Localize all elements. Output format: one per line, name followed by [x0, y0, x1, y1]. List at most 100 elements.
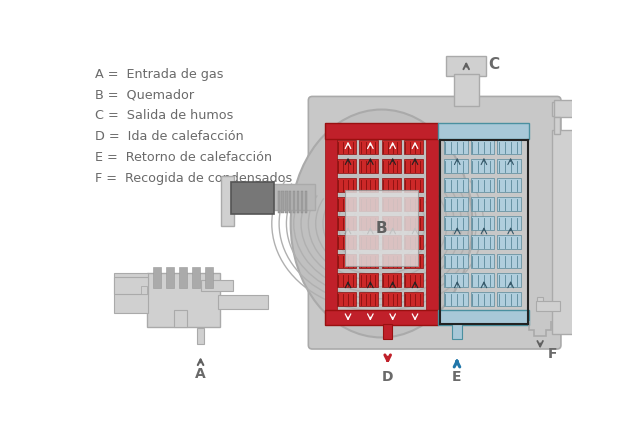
- Bar: [537, 297, 543, 310]
- Text: B =  Quemador: B = Quemador: [95, 88, 194, 102]
- Bar: [337, 140, 356, 154]
- Bar: [337, 178, 356, 192]
- Bar: [497, 254, 521, 268]
- Bar: [471, 273, 494, 287]
- Bar: [382, 254, 401, 268]
- Bar: [337, 216, 356, 230]
- Bar: [179, 267, 187, 288]
- Bar: [147, 273, 220, 327]
- Bar: [404, 216, 423, 230]
- Bar: [404, 292, 423, 306]
- Bar: [497, 178, 521, 192]
- Bar: [337, 273, 356, 287]
- Bar: [382, 273, 401, 287]
- Bar: [174, 310, 187, 327]
- Text: F =  Recogida de condensados: F = Recogida de condensados: [95, 172, 292, 184]
- Bar: [497, 292, 521, 306]
- Bar: [552, 102, 569, 116]
- Bar: [359, 178, 378, 192]
- Bar: [471, 140, 494, 154]
- Bar: [359, 292, 378, 306]
- Bar: [218, 295, 268, 309]
- Polygon shape: [552, 130, 586, 334]
- Bar: [289, 191, 292, 213]
- Bar: [452, 324, 462, 339]
- Bar: [285, 191, 287, 213]
- Bar: [471, 254, 494, 268]
- Bar: [497, 235, 521, 249]
- Bar: [359, 235, 378, 249]
- Bar: [337, 159, 356, 173]
- Bar: [301, 191, 303, 213]
- Bar: [444, 273, 468, 287]
- Bar: [497, 216, 521, 230]
- Bar: [426, 124, 438, 325]
- Bar: [438, 124, 529, 139]
- Bar: [297, 191, 299, 213]
- Bar: [438, 310, 529, 325]
- Ellipse shape: [290, 110, 473, 337]
- Text: A: A: [195, 367, 206, 381]
- Bar: [471, 178, 494, 192]
- Bar: [359, 140, 378, 154]
- Bar: [166, 267, 174, 288]
- Bar: [497, 273, 521, 287]
- Bar: [382, 198, 401, 211]
- Bar: [282, 191, 283, 213]
- Bar: [382, 216, 401, 230]
- Bar: [359, 198, 378, 211]
- Bar: [471, 235, 494, 249]
- Bar: [153, 267, 161, 288]
- Bar: [359, 159, 378, 173]
- Text: D =  Ida de calefacción: D = Ida de calefacción: [95, 130, 244, 143]
- Bar: [444, 292, 468, 306]
- Text: E: E: [452, 370, 462, 384]
- Bar: [337, 235, 356, 249]
- Bar: [205, 267, 213, 288]
- Text: E =  Retorno de calefacción: E = Retorno de calefacción: [95, 151, 272, 164]
- Bar: [382, 178, 401, 192]
- Bar: [404, 140, 423, 154]
- Bar: [554, 100, 588, 117]
- Bar: [337, 198, 356, 211]
- Bar: [497, 140, 521, 154]
- Bar: [471, 159, 494, 173]
- Bar: [444, 159, 468, 173]
- Bar: [444, 178, 468, 192]
- Text: C: C: [488, 57, 499, 72]
- Bar: [114, 277, 148, 293]
- Bar: [444, 198, 468, 211]
- Bar: [114, 273, 148, 313]
- Bar: [585, 86, 591, 339]
- Bar: [404, 254, 423, 268]
- Bar: [382, 292, 401, 306]
- Bar: [197, 328, 204, 344]
- Bar: [497, 198, 521, 211]
- Bar: [337, 254, 356, 268]
- Bar: [404, 235, 423, 249]
- Text: C =  Salida de humos: C = Salida de humos: [95, 109, 233, 122]
- Bar: [444, 254, 468, 268]
- Bar: [454, 74, 478, 106]
- Bar: [359, 254, 378, 268]
- Bar: [382, 140, 401, 154]
- FancyBboxPatch shape: [308, 96, 561, 349]
- Bar: [382, 235, 401, 249]
- Text: A =  Entrada de gas: A = Entrada de gas: [95, 67, 224, 81]
- Bar: [278, 191, 280, 213]
- Bar: [444, 235, 468, 249]
- Text: D: D: [382, 370, 394, 384]
- Bar: [404, 178, 423, 192]
- Bar: [324, 310, 438, 325]
- Bar: [324, 124, 438, 139]
- Bar: [324, 124, 337, 325]
- Bar: [201, 280, 233, 291]
- Text: F: F: [548, 347, 557, 361]
- Bar: [272, 184, 315, 210]
- Bar: [141, 286, 147, 293]
- Bar: [192, 267, 200, 288]
- Bar: [231, 182, 274, 214]
- Bar: [404, 198, 423, 211]
- Text: B: B: [376, 221, 387, 236]
- Bar: [304, 191, 307, 213]
